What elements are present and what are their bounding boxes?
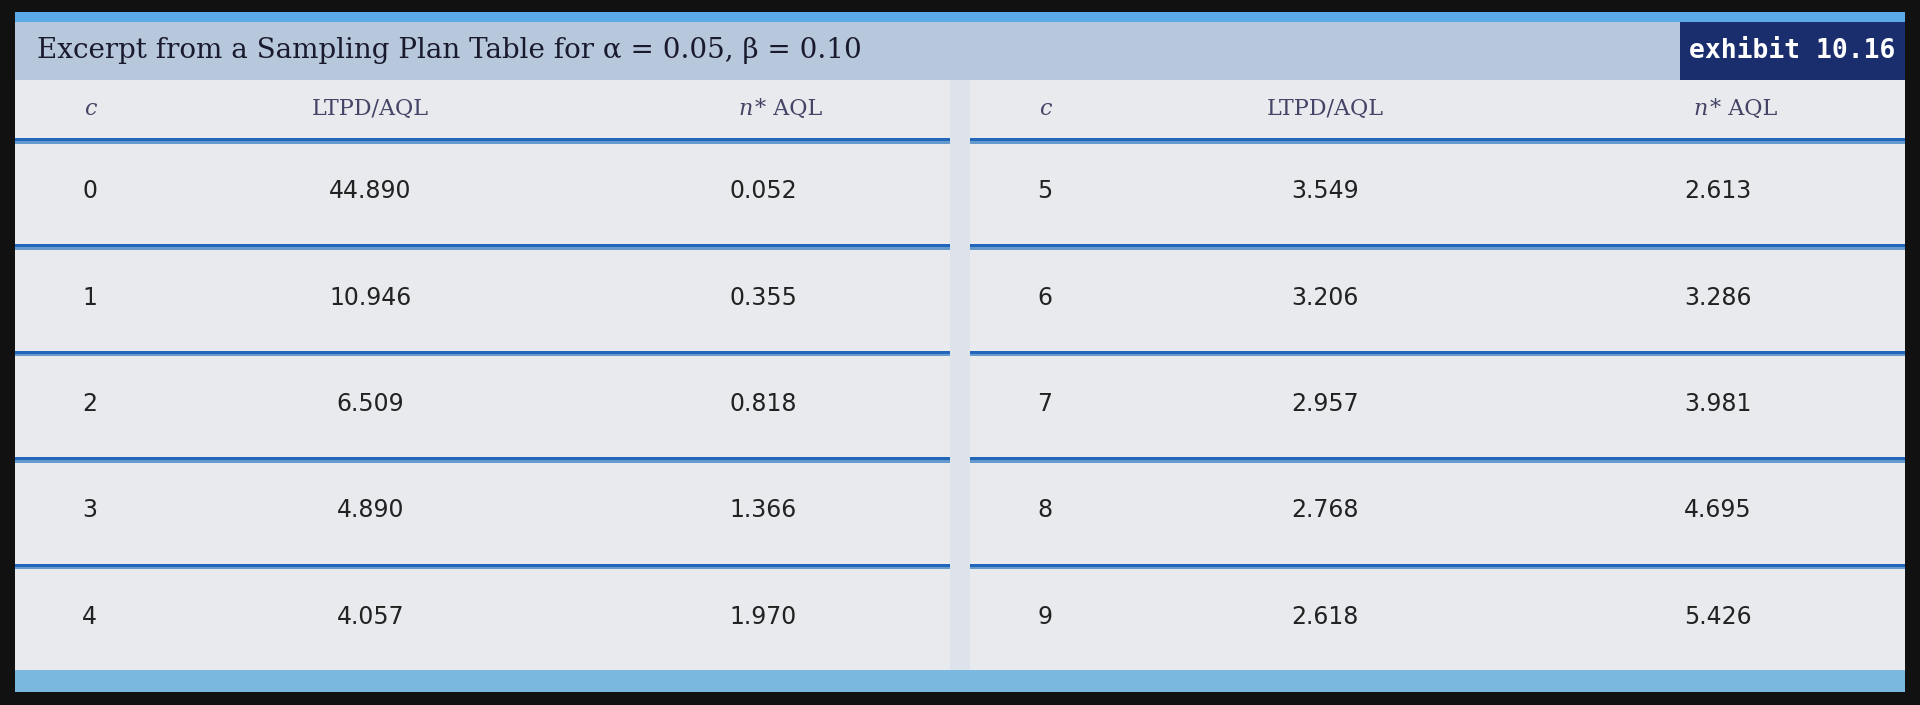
Text: * AQL: * AQL (755, 98, 822, 120)
Text: 0.052: 0.052 (730, 179, 797, 203)
Text: c: c (84, 98, 96, 120)
Bar (15, 458, 950, 460)
Bar (970, 460, 1905, 462)
Text: 7: 7 (1037, 392, 1052, 416)
Text: 4.695: 4.695 (1684, 498, 1751, 522)
Text: 3.286: 3.286 (1684, 286, 1751, 309)
Bar (970, 80, 1905, 670)
Bar (970, 563, 1905, 567)
Text: n: n (739, 98, 753, 120)
Bar (970, 567, 1905, 569)
Bar (970, 670, 1905, 673)
Text: 0: 0 (83, 179, 98, 203)
Text: 44.890: 44.890 (328, 179, 411, 203)
Text: 2.613: 2.613 (1684, 179, 1751, 203)
Bar (15, 460, 950, 462)
Bar (15, 247, 950, 250)
Bar (15, 673, 950, 675)
Text: 6.509: 6.509 (336, 392, 403, 416)
Bar (1680, 22, 1905, 80)
Text: 3.206: 3.206 (1292, 286, 1359, 309)
Text: 3.549: 3.549 (1292, 179, 1359, 203)
Text: n: n (1693, 98, 1709, 120)
Text: 0.355: 0.355 (730, 286, 797, 309)
Bar (15, 354, 950, 356)
Bar (15, 670, 950, 673)
Bar (15, 567, 950, 569)
Bar (970, 138, 1905, 141)
Text: 1.366: 1.366 (730, 498, 797, 522)
Text: 2.768: 2.768 (1292, 498, 1359, 522)
Text: 3.981: 3.981 (1684, 392, 1751, 416)
Text: 4: 4 (83, 605, 98, 629)
Bar (15, 80, 950, 670)
Bar (15, 22, 1905, 80)
Text: Excerpt from a Sampling Plan Table for α = 0.05, β = 0.10: Excerpt from a Sampling Plan Table for α… (36, 37, 862, 64)
Bar (970, 351, 1905, 354)
Text: 4.057: 4.057 (336, 605, 403, 629)
Text: * AQL: * AQL (1711, 98, 1778, 120)
Text: 5: 5 (1037, 179, 1052, 203)
Bar (15, 351, 950, 354)
Bar (970, 673, 1905, 675)
Text: 10.946: 10.946 (328, 286, 411, 309)
Text: 0.818: 0.818 (730, 392, 797, 416)
Bar (970, 141, 1905, 144)
Text: 9: 9 (1037, 605, 1052, 629)
Text: LTPD/AQL: LTPD/AQL (311, 98, 428, 120)
Bar (970, 247, 1905, 250)
Text: 1: 1 (83, 286, 98, 309)
Text: 6: 6 (1037, 286, 1052, 309)
Bar (970, 245, 1905, 247)
Text: exhibit 10.16: exhibit 10.16 (1690, 38, 1895, 64)
Text: 2.957: 2.957 (1292, 392, 1359, 416)
Text: 3: 3 (83, 498, 98, 522)
Text: 8: 8 (1037, 498, 1052, 522)
Bar (970, 354, 1905, 356)
Text: LTPD/AQL: LTPD/AQL (1267, 98, 1384, 120)
Bar (15, 141, 950, 144)
Text: 5.426: 5.426 (1684, 605, 1751, 629)
Text: c: c (1039, 98, 1050, 120)
Bar (15, 138, 950, 141)
Text: 2.618: 2.618 (1292, 605, 1359, 629)
Bar (15, 563, 950, 567)
Bar (15, 670, 1905, 692)
Text: 2: 2 (83, 392, 98, 416)
Text: 4.890: 4.890 (336, 498, 403, 522)
Bar (15, 245, 950, 247)
Bar (15, 12, 1905, 22)
Bar (970, 458, 1905, 460)
Text: 1.970: 1.970 (730, 605, 797, 629)
